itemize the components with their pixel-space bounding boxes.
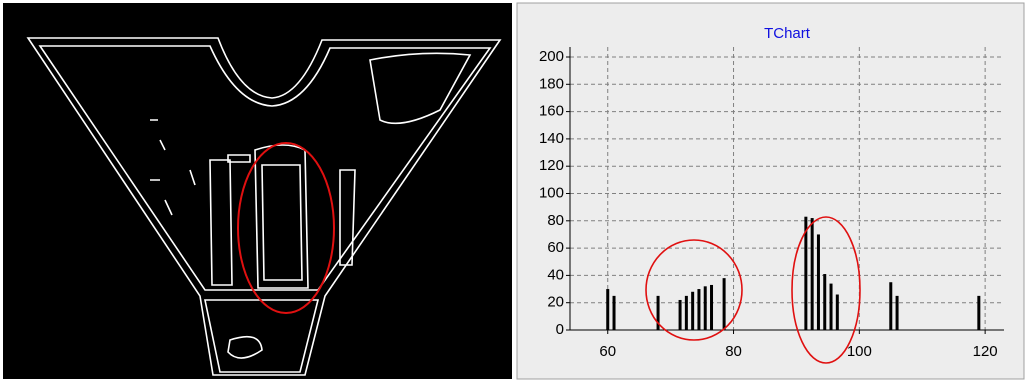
y-tick-label: 0 (556, 321, 564, 338)
x-tick-label: 80 (725, 343, 742, 360)
edge-image (3, 3, 512, 379)
y-tick-label: 20 (547, 294, 564, 311)
bar (977, 296, 980, 330)
bar (896, 296, 899, 330)
x-tick-label: 120 (973, 343, 998, 360)
y-tick-label: 160 (539, 103, 564, 120)
image-background (3, 3, 512, 379)
y-tick-label: 100 (539, 184, 564, 201)
chart-title: TChart (764, 25, 811, 42)
page: TChart 0 20 40 60 80 100 120 140 160 180 200 60 80 10… (0, 0, 1028, 382)
bar (836, 295, 839, 330)
y-tick-label: 140 (539, 130, 564, 147)
y-tick-label: 200 (539, 48, 564, 65)
y-tick-label: 60 (547, 239, 564, 256)
chart-panel (517, 3, 1024, 379)
y-tick-label: 120 (539, 157, 564, 174)
bar (817, 234, 820, 330)
screenshot: TChart 0 20 40 60 80 100 120 140 160 180 200 60 80 10… (0, 0, 1028, 382)
bar (606, 289, 609, 330)
bar (697, 289, 700, 330)
bar (704, 286, 707, 330)
bar (679, 300, 682, 330)
x-tick-label: 100 (847, 343, 872, 360)
y-tick-label: 80 (547, 212, 564, 229)
bar (811, 218, 814, 330)
bar (685, 296, 688, 330)
bar (723, 278, 726, 330)
x-tick-label: 60 (599, 343, 616, 360)
bar (691, 292, 694, 330)
bar (830, 284, 833, 330)
bar (823, 274, 826, 330)
y-tick-label: 180 (539, 75, 564, 92)
bar (613, 296, 616, 330)
bar (710, 285, 713, 330)
y-tick-label: 40 (547, 266, 564, 283)
bar (889, 282, 892, 330)
